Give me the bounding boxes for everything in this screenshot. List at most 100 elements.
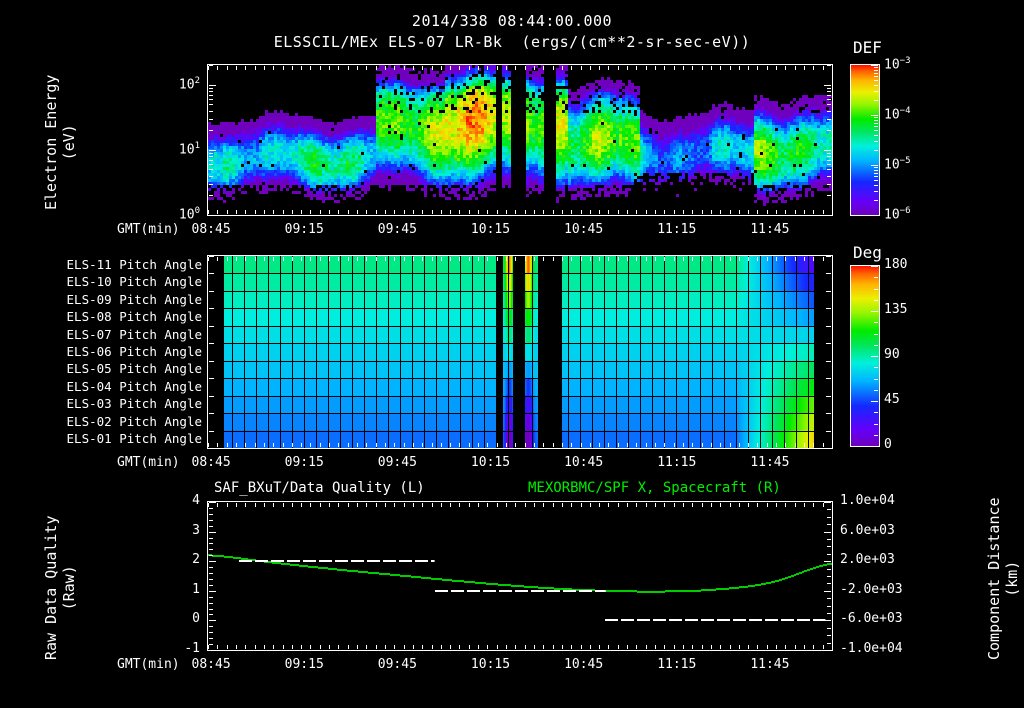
quality-x-tick-bottom xyxy=(581,645,582,649)
energy-x-tick-bottom xyxy=(571,210,572,214)
energy-y-tick xyxy=(209,195,213,196)
plot-datetime-title: 2014/338 08:44:00.000 xyxy=(411,12,613,30)
quality-x-tick-top xyxy=(413,503,414,507)
energy-x-tick-top xyxy=(683,66,684,70)
pitch-x-tick-top xyxy=(730,257,731,261)
def-colorbar-tick-label: 10−4 xyxy=(884,106,911,123)
def-colorbar-tick xyxy=(874,85,878,86)
quality-x-tick-label: 10:45 xyxy=(564,657,604,672)
pitch-x-tick-bottom xyxy=(655,443,656,447)
pitch-x-tick-top xyxy=(646,257,647,261)
energy-x-tick-bottom xyxy=(301,210,302,214)
def-colorbar-tick xyxy=(871,215,878,216)
energy-x-tick-top xyxy=(404,66,405,70)
pitch-x-tick-top xyxy=(432,257,433,261)
quality-x-tick-bottom xyxy=(255,645,256,649)
def-colorbar-tick xyxy=(874,130,878,131)
electron-energy-spectrogram[interactable] xyxy=(208,65,832,215)
energy-x-tick-top xyxy=(785,66,786,70)
energy-x-tick-bottom xyxy=(627,210,628,214)
pitch-x-tick-top xyxy=(562,257,563,261)
quality-x-tick-bottom xyxy=(562,645,563,649)
pitch-x-tick-bottom xyxy=(711,443,712,447)
quality-y-tick-left xyxy=(209,543,213,544)
energy-x-tick-bottom xyxy=(720,210,721,214)
energy-x-tick-top xyxy=(208,66,209,70)
pitch-x-tick-bottom xyxy=(310,443,311,447)
energy-x-tick-bottom xyxy=(255,210,256,214)
quality-x-tick-bottom xyxy=(217,645,218,649)
energy-x-tick-bottom xyxy=(776,210,777,214)
pitch-x-tick-bottom xyxy=(320,443,321,447)
deg-colorbar-tick xyxy=(871,401,878,402)
pitch-angle-spectrogram[interactable] xyxy=(208,256,832,448)
def-colorbar-tick xyxy=(874,135,878,136)
deg-colorbar-tick xyxy=(874,345,878,346)
pitch-x-tick-top xyxy=(441,257,442,261)
pitch-x-tick-bottom xyxy=(394,443,395,447)
energy-x-tick-bottom xyxy=(711,210,712,214)
energy-x-tick-top xyxy=(394,66,395,70)
energy-x-tick-bottom xyxy=(739,210,740,214)
energy-x-tick-top xyxy=(618,66,619,70)
quality-x-tick-top xyxy=(702,503,703,507)
energy-y-tick xyxy=(209,156,213,157)
quality-y-tick-left xyxy=(209,614,213,615)
def-colorbar-title: DEF xyxy=(853,38,882,57)
pitch-x-tick-bottom xyxy=(832,443,833,447)
pitch-x-tick-top xyxy=(702,257,703,261)
pitch-x-tick-bottom xyxy=(553,443,554,447)
pitch-x-tick-top xyxy=(413,257,414,261)
quality-y-tick-right xyxy=(827,546,831,547)
energy-x-tick-bottom xyxy=(236,210,237,214)
pitch-x-tick-top xyxy=(692,257,693,261)
energy-x-tick-bottom xyxy=(823,210,824,214)
pitch-x-tick-top xyxy=(599,257,600,261)
energy-x-tick-top xyxy=(227,66,228,70)
pitch-x-tick-top xyxy=(711,257,712,261)
energy-y-tick xyxy=(827,130,831,131)
energy-x-tick-top xyxy=(562,66,563,70)
energy-x-tick-label: 10:15 xyxy=(470,222,511,237)
quality-x-tick-top xyxy=(310,503,311,507)
pitch-y-tick xyxy=(826,273,831,274)
energy-x-tick-top xyxy=(432,66,433,70)
pitch-x-tick-bottom xyxy=(683,443,684,447)
deg-colorbar-tick-label: 0 xyxy=(884,437,892,452)
quality-x-tick-top xyxy=(357,503,358,507)
energy-y-tick xyxy=(209,85,216,86)
quality-x-tick-top xyxy=(338,503,339,507)
pitch-x-tick-bottom xyxy=(376,443,377,447)
pitch-x-tick-bottom xyxy=(404,443,405,447)
pitch-x-tick-bottom xyxy=(487,443,488,447)
energy-x-tick-top xyxy=(301,66,302,70)
deg-colorbar-tick xyxy=(874,322,878,323)
quality-y-tick-left xyxy=(209,508,213,509)
energy-x-tick-bottom xyxy=(292,210,293,214)
energy-y-tick xyxy=(827,169,831,170)
quality-x-tick-bottom xyxy=(227,645,228,649)
pitch-y-tick xyxy=(209,273,214,274)
def-colorbar-tick xyxy=(874,70,878,71)
energy-y-tick xyxy=(827,91,831,92)
pitch-x-tick-top xyxy=(823,257,824,261)
pitch-x-tick-top xyxy=(357,257,358,261)
energy-x-tick-top xyxy=(748,66,749,70)
quality-x-tick-bottom xyxy=(767,645,768,649)
quality-y-tick-left xyxy=(209,626,213,627)
data-quality-plot[interactable] xyxy=(208,502,832,650)
energy-x-tick-bottom xyxy=(432,210,433,214)
energy-y-tick xyxy=(827,104,831,105)
quality-x-tick-top xyxy=(404,503,405,507)
quality-x-tick-top xyxy=(227,503,228,507)
pitch-x-tick-bottom xyxy=(236,443,237,447)
pitch-row-label-5: ELS-05 Pitch Angle xyxy=(66,361,202,377)
pitch-x-tick-top xyxy=(767,257,768,261)
energy-x-tick-bottom xyxy=(581,210,582,214)
quality-panel-right-title: MEXORBMC/SPF X, Spacecraft (R) xyxy=(528,480,781,496)
quality-y-tick-label-right: 1.0e+04 xyxy=(840,493,895,508)
quality-x-tick-bottom xyxy=(376,645,377,649)
quality-y-tick-right xyxy=(827,517,831,518)
pitch-x-tick-bottom xyxy=(227,443,228,447)
energy-x-tick-bottom xyxy=(664,210,665,214)
